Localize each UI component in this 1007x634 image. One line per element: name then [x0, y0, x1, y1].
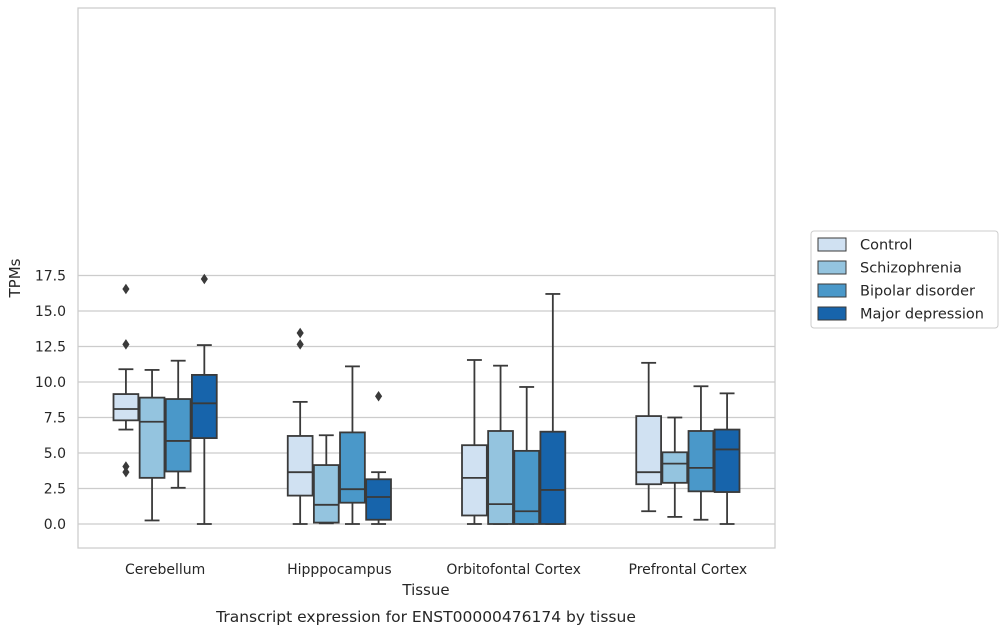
outlier-point	[296, 339, 304, 350]
box-2-3	[539, 293, 567, 525]
iqr-box	[687, 430, 715, 493]
x-tick-labels: Cerebellum Hipppocampus Orbitofontal Corte…	[125, 562, 747, 578]
iqr-box	[513, 449, 541, 525]
box-2-2	[513, 386, 541, 525]
legend-label: Schizophrenia	[860, 261, 962, 277]
iqr-box	[191, 373, 218, 439]
box-1-2	[339, 365, 366, 525]
x-tick-label: Prefrontal Cortex	[629, 562, 748, 578]
y-tick-label: 17.5	[35, 269, 66, 285]
iqr-box	[286, 435, 314, 497]
y-tick-label: 5.0	[44, 446, 66, 462]
legend-swatch	[817, 237, 847, 252]
iqr-box	[164, 398, 192, 473]
box-0-1	[138, 369, 166, 522]
box-1-0	[286, 327, 314, 525]
legend-label: Bipolar disorder	[860, 284, 975, 300]
legend-label: Major depression	[860, 307, 984, 323]
iqr-box	[487, 430, 514, 525]
y-tick-label: 0.0	[44, 517, 66, 533]
box-groups	[112, 273, 741, 525]
outlier-point	[200, 273, 208, 285]
iqr-box	[661, 451, 689, 484]
iqr-box	[312, 464, 340, 524]
y-tick-label: 15.0	[35, 304, 66, 320]
outlier-point	[375, 390, 383, 402]
iqr-box	[365, 478, 392, 521]
iqr-box	[138, 396, 166, 479]
box-0-2	[164, 359, 192, 489]
box-3-3	[713, 392, 741, 525]
outlier-point	[296, 327, 304, 339]
box-1-1	[312, 434, 340, 525]
outlier-point	[122, 466, 130, 478]
box-2-0	[461, 359, 488, 525]
y-axis-title: TPMs	[6, 258, 24, 298]
y-tick-label: 2.5	[44, 482, 66, 498]
outlier-point	[122, 283, 130, 295]
box-0-0	[112, 283, 140, 478]
outlier-point	[122, 339, 130, 350]
box-3-1	[661, 416, 689, 518]
x-tick-label: Hipppocampus	[287, 562, 392, 578]
y-tick-labels: 0.0 2.5 5.0 7.5 10.0 12.5 15.0 17.5	[35, 269, 66, 534]
y-tick-label: 7.5	[44, 411, 66, 427]
y-tick-label: 10.0	[35, 375, 66, 391]
x-tick-label: Orbitofontal Cortex	[446, 562, 581, 578]
legend-swatch	[817, 283, 847, 298]
box-3-2	[687, 385, 715, 521]
x-tick-label: Cerebellum	[125, 562, 205, 578]
iqr-box	[539, 430, 567, 525]
box-2-1	[487, 364, 514, 525]
plot-area-frame	[77, 7, 776, 549]
iqr-box	[635, 415, 662, 486]
chart-caption: Transcript expression for ENST0000047617…	[215, 608, 636, 626]
legend-swatch	[817, 306, 847, 321]
legend: Control Schizophrenia Bipolar disorder Majo…	[810, 230, 999, 329]
iqr-box	[112, 393, 140, 422]
outlier-point	[122, 461, 130, 472]
iqr-box	[713, 428, 741, 493]
y-tick-label: 12.5	[35, 340, 66, 356]
legend-frame	[810, 230, 999, 329]
iqr-box	[461, 444, 488, 517]
box-0-3	[191, 273, 218, 525]
legend-label: Control	[860, 238, 912, 254]
box-3-0	[635, 361, 662, 513]
x-axis-title: Tissue	[401, 581, 449, 599]
box-1-3	[365, 390, 392, 525]
iqr-box	[339, 431, 366, 504]
legend-swatch	[817, 260, 847, 275]
